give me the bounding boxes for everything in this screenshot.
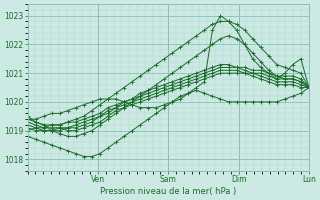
X-axis label: Pression niveau de la mer( hPa ): Pression niveau de la mer( hPa ) [100, 187, 236, 196]
